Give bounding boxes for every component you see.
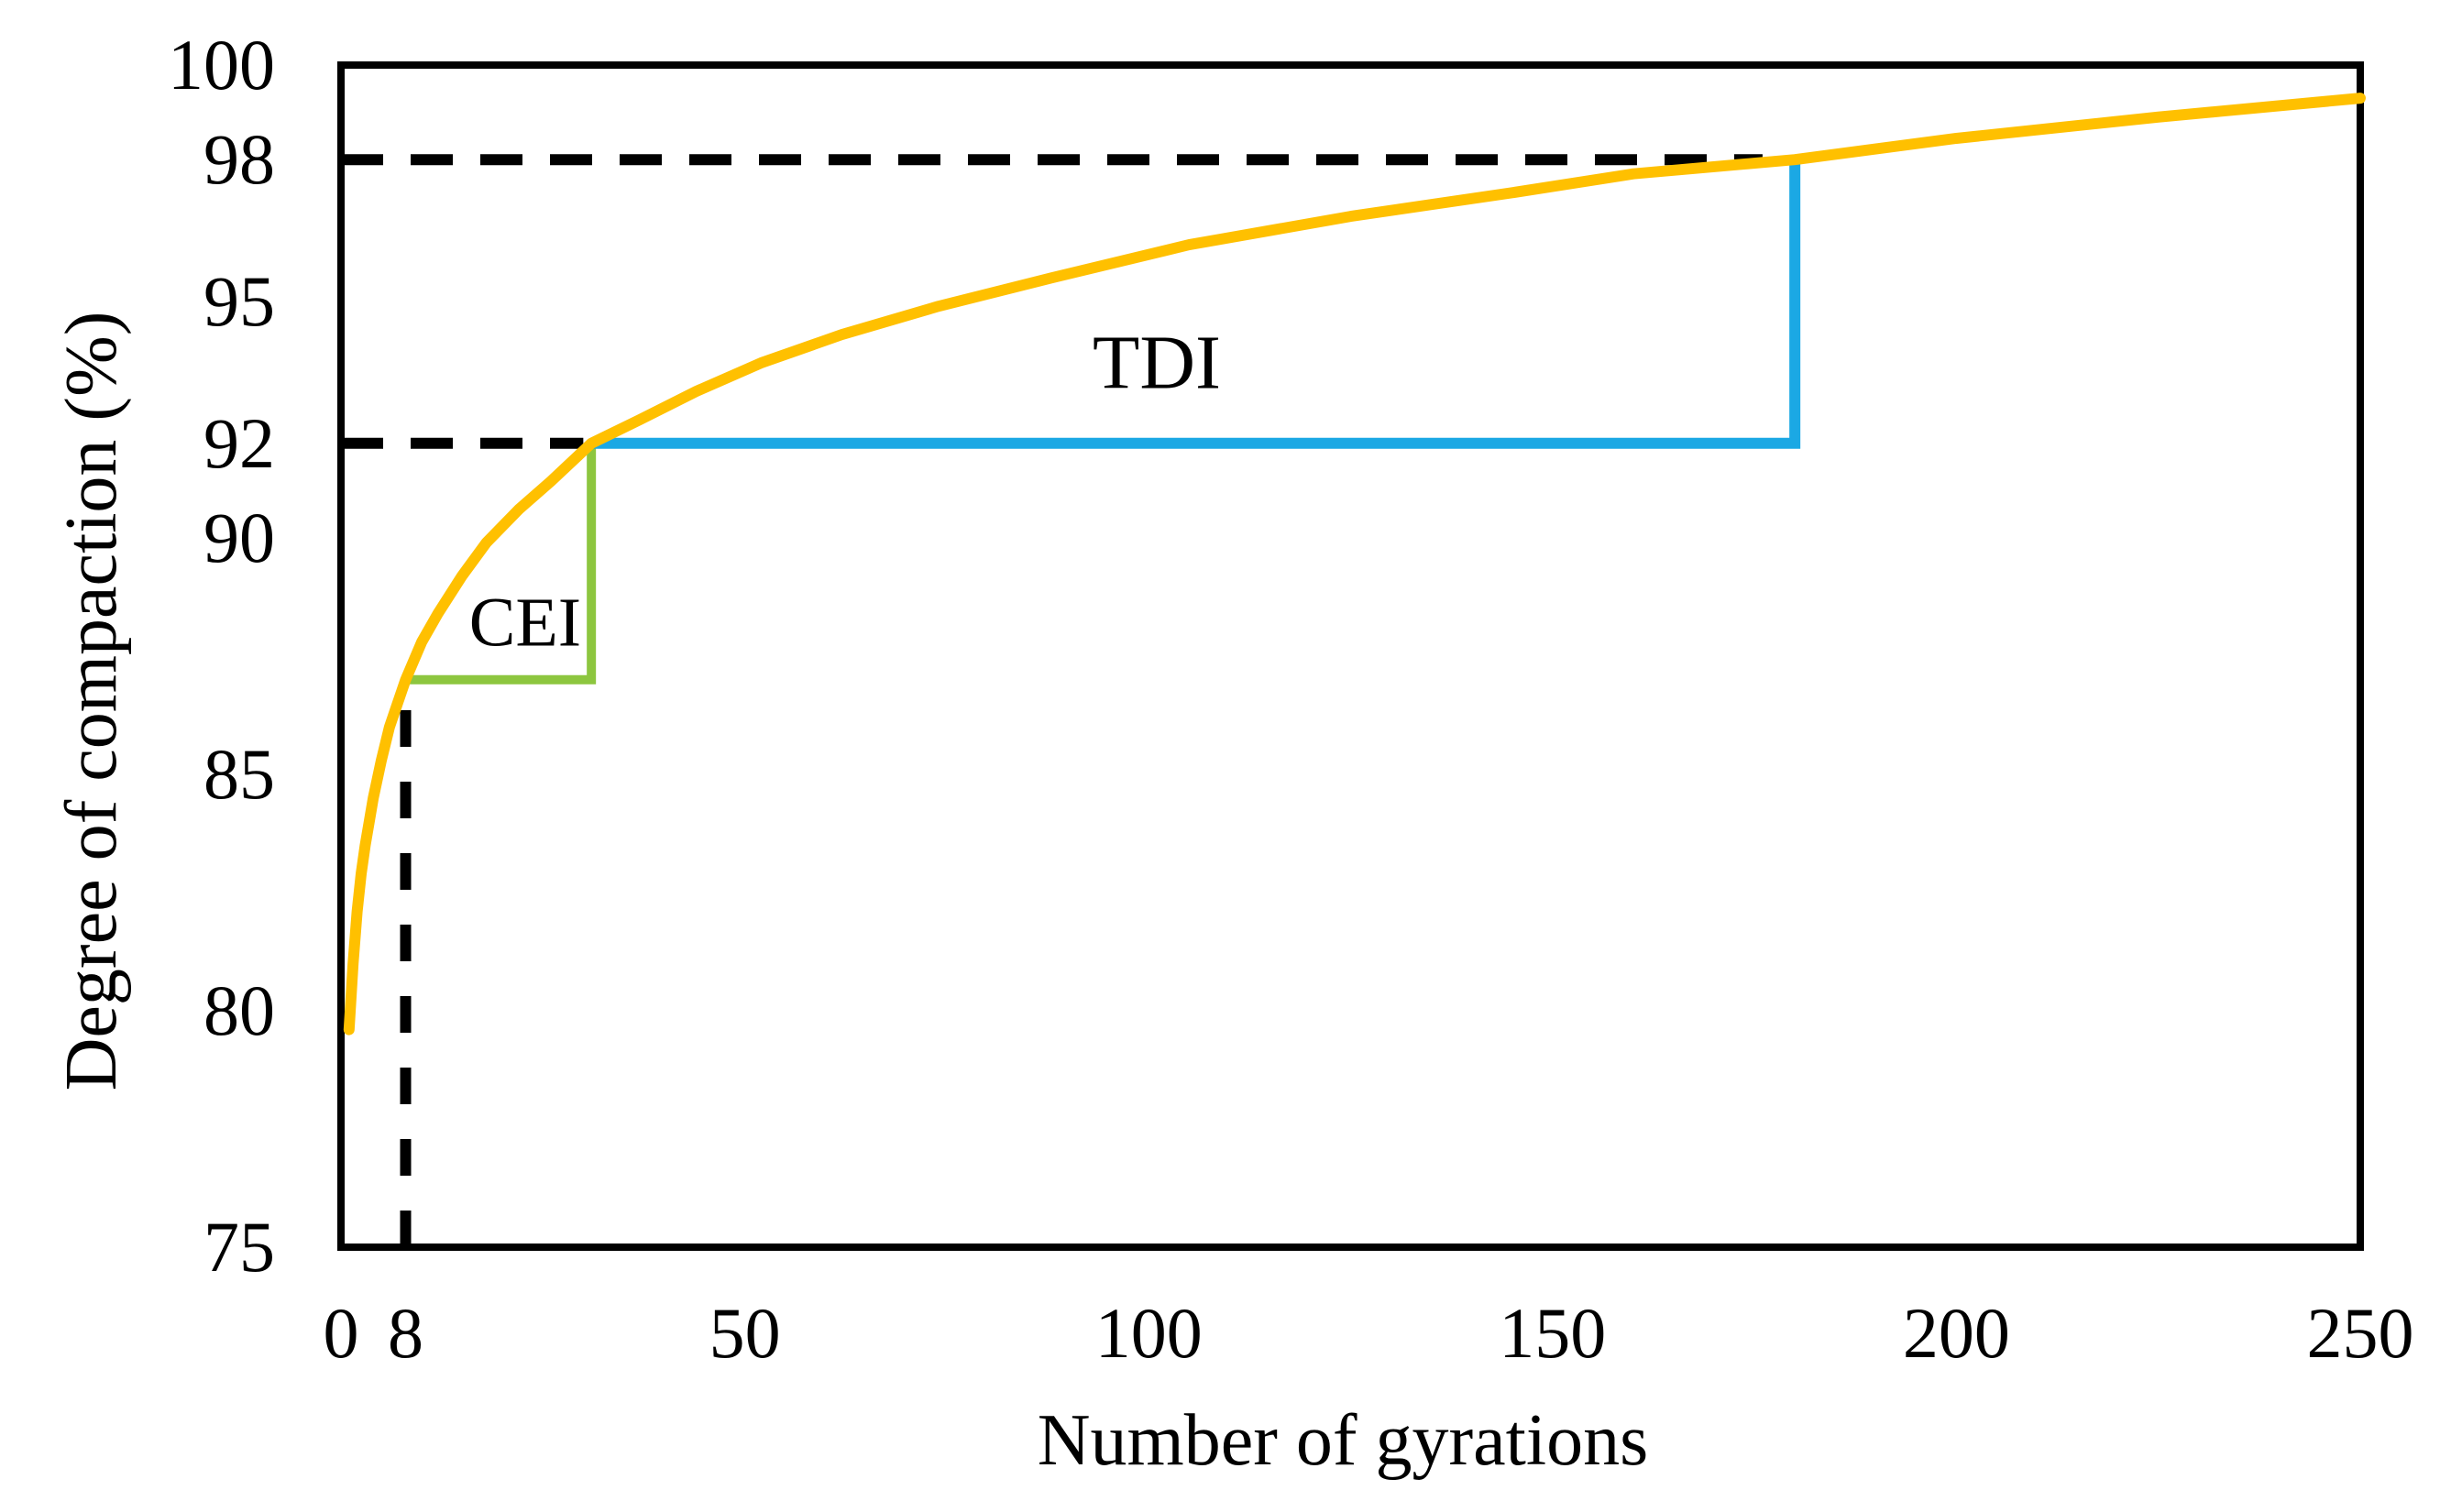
x-tick-label-8: 8 xyxy=(387,1293,423,1373)
x-tick-label-100: 100 xyxy=(1094,1293,1203,1373)
compaction-curve xyxy=(343,93,2366,1035)
y-tick-label-90: 90 xyxy=(203,498,275,577)
y-tick-label-98: 98 xyxy=(203,119,275,200)
y-tick-label-92: 92 xyxy=(203,402,275,483)
x-tick-label-250: 250 xyxy=(2306,1293,2414,1373)
tdi-bracket xyxy=(591,159,1801,449)
y-tick-label-100: 100 xyxy=(168,25,275,104)
y-tick-label-80: 80 xyxy=(203,970,275,1050)
plot-border xyxy=(337,61,2364,1251)
x-tick-label-50: 50 xyxy=(709,1293,781,1373)
x-tick-label-200: 200 xyxy=(1902,1293,2010,1373)
cei-annotation-label: CEI xyxy=(468,584,582,662)
y-tick-label-85: 85 xyxy=(203,734,275,814)
y-tick-label-75: 75 xyxy=(203,1207,275,1287)
tdi-annotation-label: TDI xyxy=(1093,320,1221,406)
x-tick-label-0: 0 xyxy=(323,1293,359,1373)
y-tick-label-95: 95 xyxy=(203,261,275,341)
x-axis-title: Number of gyrations xyxy=(1037,1400,1649,1481)
cei-bracket xyxy=(405,443,597,685)
x-tick-label-150: 150 xyxy=(1499,1293,1607,1373)
